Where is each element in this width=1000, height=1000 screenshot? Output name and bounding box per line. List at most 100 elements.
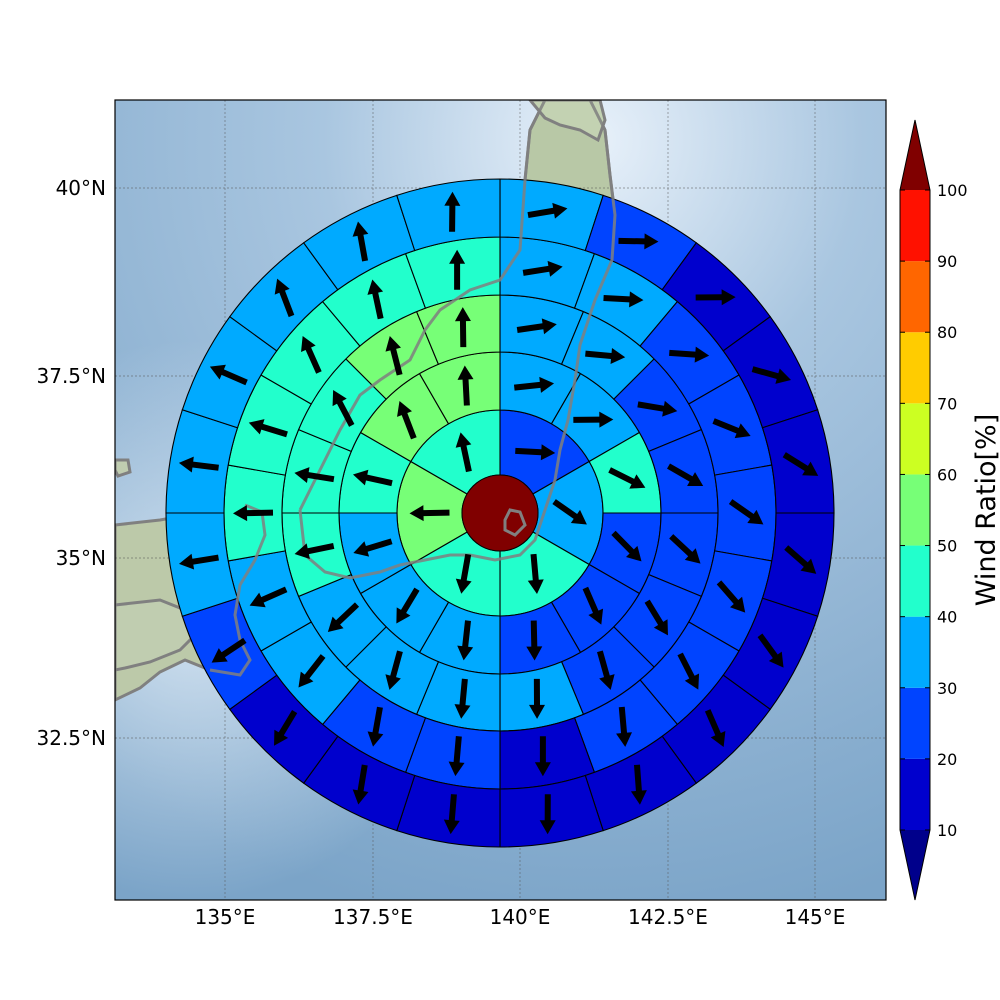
- wind-vector-arrow: [179, 553, 219, 570]
- land-northern-tip: [528, 100, 607, 143]
- wind-vector-arrow: [352, 221, 369, 262]
- wind-vector-arrow: [784, 545, 817, 574]
- colorbar-tick-label: 30: [937, 679, 957, 698]
- wind-vector-arrow: [274, 278, 295, 318]
- wind-vector-arrows: [178, 191, 819, 835]
- lon-label-145: 145°E: [785, 905, 846, 929]
- wind-vector-arrow: [611, 530, 642, 562]
- colorbar-segment: [900, 545, 930, 617]
- wind-vector-arrow: [603, 291, 644, 308]
- center-coastline: [503, 508, 527, 537]
- wind-vector-arrow: [585, 348, 626, 364]
- wind-vector-arrow: [294, 467, 335, 483]
- wind-vector-arrow: [352, 469, 393, 487]
- coastline-overlay: [209, 100, 617, 677]
- center-disk: [461, 474, 539, 552]
- colorbar-extend-min: [900, 830, 930, 900]
- colorbar-segment: [900, 474, 930, 546]
- wind-vector-arrow: [608, 467, 646, 489]
- wind-vector-arrow: [526, 620, 543, 661]
- colorbar-tick-label: 90: [937, 252, 957, 271]
- wind-vector-arrow: [298, 654, 326, 688]
- colorbar-tick-label: 60: [937, 465, 957, 484]
- colorbar-segment: [900, 616, 930, 688]
- wind-vector-arrow: [704, 709, 726, 748]
- colorbar-segment: [900, 758, 930, 830]
- wind-vector-arrow: [529, 678, 546, 719]
- wind-vector-arrow: [597, 650, 615, 690]
- wind-vector-arrow: [644, 599, 668, 636]
- wind-vector-arrow: [248, 419, 288, 438]
- colorbar-segments: [899, 119, 931, 901]
- latitude-labels: 40°N 37.5°N 35°N 32.5°N: [37, 176, 107, 750]
- lat-label-37-5: 37.5°N: [37, 364, 107, 388]
- wind-vector-arrow: [616, 706, 632, 747]
- wind-vector-arrow: [385, 336, 403, 376]
- colorbar-tick-label: 10: [937, 821, 957, 840]
- wind-vector-arrow: [539, 794, 556, 835]
- wind-vector-arrow: [527, 553, 544, 594]
- land-noto-peninsula: [115, 458, 132, 478]
- colorbar-tick-label: 50: [937, 537, 957, 556]
- wind-vector-arrow: [454, 307, 471, 348]
- wind-vector-arrow: [669, 346, 710, 363]
- colorbar-segment: [900, 261, 930, 333]
- wind-vector-arrow: [327, 602, 360, 632]
- colorbar-tick-label: 40: [937, 608, 957, 627]
- colorbar-tick-label: 100: [937, 181, 968, 200]
- wind-vector-arrow: [582, 586, 604, 625]
- wind-vector-arrow: [233, 505, 274, 522]
- wind-vector-arrow: [552, 499, 587, 525]
- wind-vector-arrow: [782, 452, 819, 476]
- wind-vector-arrow: [515, 444, 556, 461]
- wind-vector-arrow: [367, 279, 384, 320]
- wind-vector-arrow: [573, 411, 614, 428]
- wind-vector-arrow: [669, 534, 701, 564]
- wind-vector-arrow: [457, 365, 474, 406]
- wind-vector-arrow: [728, 499, 764, 525]
- lat-label-40: 40°N: [56, 176, 106, 200]
- colorbar-extend-max: [900, 120, 930, 190]
- wind-vector-arrow: [757, 633, 784, 668]
- wind-vector-arrow: [534, 736, 551, 777]
- colorbar-tick-label: 80: [937, 323, 957, 342]
- wind-vector-arrow: [695, 289, 736, 306]
- lon-label-140: 140°E: [490, 905, 551, 929]
- wind-vector-arrow: [637, 400, 678, 417]
- colorbar-segment: [900, 190, 930, 262]
- wind-vector-arrow: [522, 260, 563, 277]
- wind-vector-arrow: [527, 202, 568, 219]
- wind-vector-arrow: [457, 620, 474, 661]
- colorbar-label: Wind Ratio[%]: [971, 414, 1000, 606]
- colorbar-tick-label: 20: [937, 750, 957, 769]
- wind-vector-arrow: [211, 637, 247, 663]
- wind-vector-arrow: [396, 587, 420, 624]
- wind-vector-arrow: [716, 580, 746, 613]
- lon-label-135: 135°E: [195, 905, 256, 929]
- wind-vector-arrow: [630, 764, 647, 805]
- colorbar-segment: [900, 332, 930, 404]
- wind-vector-arrow: [449, 249, 466, 290]
- lon-label-137-5: 137.5°E: [333, 905, 413, 929]
- longitude-labels: 135°E 137.5°E 140°E 142.5°E 145°E: [195, 905, 846, 929]
- wind-vector-arrow: [516, 318, 557, 335]
- colorbar-segment: [900, 403, 930, 475]
- wind-vector-arrow: [618, 233, 659, 250]
- map-frame: [114, 99, 887, 901]
- wind-vector-arrow: [409, 505, 450, 522]
- lat-label-35: 35°N: [56, 546, 106, 570]
- land-shikoku: [115, 598, 202, 672]
- wind-vector-arrow: [367, 706, 384, 747]
- lat-label-32-5: 32.5°N: [37, 726, 107, 750]
- wind-vector-arrow: [448, 736, 465, 777]
- wind-vector-arrow: [385, 650, 403, 690]
- wind-vector-arrow: [455, 553, 472, 594]
- colorbar-segment: [900, 687, 930, 759]
- wind-vector-arrow: [301, 335, 322, 374]
- wind-vector-arrow: [443, 794, 460, 835]
- wind-vector-arrow: [751, 366, 792, 384]
- wind-vector-arrow: [677, 652, 700, 690]
- wind-vector-arrow: [352, 764, 369, 805]
- wind-ratio-sector: [396, 178, 501, 252]
- wind-vector-arrow: [667, 463, 704, 486]
